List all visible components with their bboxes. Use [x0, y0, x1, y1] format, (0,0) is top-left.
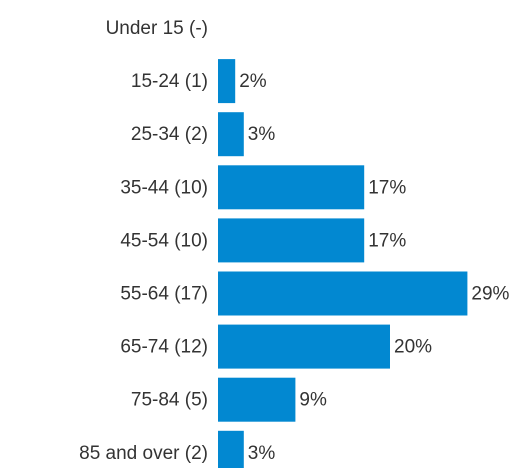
category-label: 85 and over (2)	[79, 443, 208, 464]
value-label: 3%	[248, 443, 276, 464]
category-label: Under 15 (-)	[106, 18, 208, 39]
value-label: 29%	[471, 284, 509, 305]
bar	[218, 165, 365, 210]
bar	[218, 324, 390, 369]
category-label: 75-84 (5)	[131, 390, 208, 411]
category-label: 45-54 (10)	[120, 230, 208, 251]
category-label: 55-64 (17)	[120, 284, 208, 305]
bar	[218, 271, 468, 316]
value-label: 20%	[394, 337, 432, 358]
category-label: 35-44 (10)	[120, 177, 208, 198]
value-label: 17%	[368, 177, 406, 198]
bar	[218, 218, 365, 263]
bar	[218, 59, 236, 104]
value-label: 2%	[239, 71, 267, 92]
value-label: 3%	[248, 124, 276, 145]
bar	[218, 377, 296, 422]
category-label: 15-24 (1)	[131, 71, 208, 92]
category-label: 25-34 (2)	[131, 124, 208, 145]
value-label: 9%	[299, 390, 327, 411]
category-label: 65-74 (12)	[120, 337, 208, 358]
value-label: 17%	[368, 230, 406, 251]
bar	[218, 430, 244, 468]
bar	[218, 112, 244, 157]
